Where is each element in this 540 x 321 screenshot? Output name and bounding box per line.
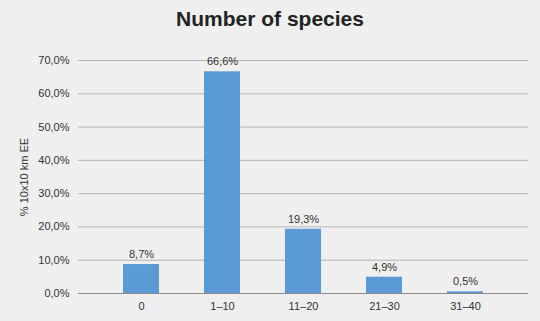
svg-text:60,0%: 60,0% xyxy=(38,87,69,99)
svg-text:31–40: 31–40 xyxy=(450,300,481,312)
svg-text:8,7%: 8,7% xyxy=(129,248,154,260)
svg-text:30,0%: 30,0% xyxy=(38,187,69,199)
svg-text:21–30: 21–30 xyxy=(369,300,400,312)
svg-text:0: 0 xyxy=(138,300,144,312)
svg-text:50,0%: 50,0% xyxy=(38,121,69,133)
svg-text:% 10x10 km EE: % 10x10 km EE xyxy=(18,138,30,216)
svg-text:20,0%: 20,0% xyxy=(38,220,69,232)
svg-text:70,0%: 70,0% xyxy=(38,54,69,66)
svg-text:11–20: 11–20 xyxy=(289,300,319,312)
svg-text:19,3%: 19,3% xyxy=(288,213,319,225)
svg-text:1–10: 1–10 xyxy=(210,300,234,312)
svg-text:10,0%: 10,0% xyxy=(38,254,69,266)
svg-text:0,5%: 0,5% xyxy=(453,275,478,287)
svg-text:0,0%: 0,0% xyxy=(44,287,69,299)
html-text:Number of species: Number of species xyxy=(176,7,364,30)
svg-text:66,6%: 66,6% xyxy=(207,55,238,67)
svg-text:4,9%: 4,9% xyxy=(372,261,397,273)
svg-text:40,0%: 40,0% xyxy=(38,154,69,166)
